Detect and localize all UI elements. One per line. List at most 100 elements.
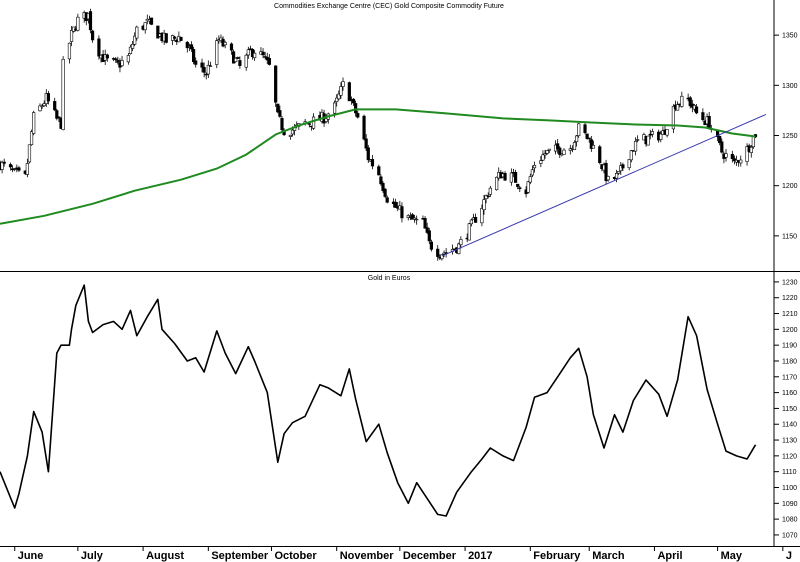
candle-body: [234, 57, 238, 62]
candle-body: [526, 181, 530, 193]
candlestick: [648, 129, 652, 140]
candlestick: [676, 101, 680, 111]
candle-body: [120, 60, 124, 67]
bottom-y-tick-label: 1180: [782, 358, 797, 365]
x-tick-label: March: [592, 550, 625, 562]
candlestick: [307, 122, 311, 128]
candle-body: [751, 136, 755, 148]
candlestick: [274, 65, 278, 108]
candle-body: [532, 165, 537, 169]
candlestick: [680, 91, 684, 108]
candle-body: [694, 106, 699, 114]
candlestick: [231, 49, 236, 64]
candle-body: [179, 36, 183, 41]
candlestick: [192, 46, 196, 65]
candle-body: [189, 44, 194, 50]
candlestick: [568, 144, 572, 155]
candle-body: [589, 139, 593, 149]
candlestick: [38, 103, 42, 112]
candle-body: [385, 197, 389, 203]
candlestick: [194, 57, 198, 68]
candle-body: [659, 133, 663, 140]
candle-body: [288, 134, 293, 137]
candlestick: [143, 22, 147, 34]
candlestick: [732, 155, 737, 165]
candlestick: [116, 56, 120, 65]
candle-body: [614, 173, 619, 179]
x-tick-label: July: [81, 550, 104, 562]
candlestick: [215, 37, 219, 69]
candlestick: [339, 82, 343, 99]
candlestick: [606, 175, 610, 182]
candle-body: [246, 49, 250, 56]
candlestick: [383, 187, 387, 199]
candle-body: [231, 51, 236, 64]
candlestick: [179, 36, 183, 41]
candlestick: [130, 40, 135, 52]
candlestick: [69, 26, 74, 47]
candle-body: [38, 105, 42, 112]
candle-body: [341, 81, 345, 87]
candlestick: [604, 159, 608, 185]
candlestick: [617, 171, 621, 175]
candle-body: [97, 38, 101, 57]
candle-body: [530, 169, 535, 176]
candlestick: [516, 183, 520, 190]
candle-body: [745, 146, 749, 162]
candle-body: [440, 254, 444, 260]
candlestick: [591, 140, 596, 149]
candlestick: [253, 50, 257, 61]
candle-body: [173, 36, 177, 39]
candle-body: [676, 104, 680, 111]
candlestick: [202, 62, 206, 78]
candle-body: [202, 67, 206, 73]
candlestick: [575, 134, 579, 147]
candle-body: [133, 35, 137, 45]
candlestick: [114, 57, 118, 63]
candlestick: [724, 149, 728, 162]
candlestick: [385, 195, 389, 204]
candle-body: [379, 176, 383, 185]
candle-body: [621, 164, 625, 169]
candlestick: [244, 53, 248, 71]
candle-body: [61, 58, 65, 130]
candlestick: [61, 56, 65, 131]
candlestick: [745, 143, 749, 166]
candle-body: [267, 58, 271, 65]
candlestick: [707, 111, 711, 130]
x-tick-label: February: [533, 550, 581, 562]
moving-average-line: [0, 108, 756, 225]
candle-body: [126, 55, 130, 63]
candle-body: [55, 110, 59, 119]
candlestick: [276, 103, 280, 114]
candle-body: [425, 227, 429, 233]
bottom-y-tick-label: 1110: [782, 469, 797, 476]
candlestick: [88, 8, 93, 34]
bottom-y-tick-label: 1230: [782, 279, 798, 286]
candlestick: [526, 180, 530, 194]
candlestick: [436, 245, 440, 261]
candle-body: [680, 95, 684, 107]
candlestick: [364, 134, 368, 152]
candlestick: [629, 149, 633, 163]
candle-body: [253, 52, 257, 59]
candlestick: [532, 161, 537, 173]
candle-body: [627, 159, 631, 169]
candle-body: [575, 135, 579, 143]
candle-body: [572, 142, 577, 151]
candlestick: [558, 146, 562, 159]
candlestick: [423, 216, 427, 229]
candle-body: [650, 131, 654, 135]
candle-body: [383, 188, 387, 197]
candlestick: [208, 61, 213, 67]
candlestick: [164, 33, 168, 44]
candlestick: [530, 165, 535, 178]
candlestick: [585, 133, 589, 140]
candlestick: [337, 90, 341, 101]
candle-body: [29, 131, 34, 146]
candlestick: [288, 134, 293, 140]
candle-body: [238, 60, 242, 67]
candlestick: [326, 112, 330, 124]
top-y-tick-label: 1150: [782, 233, 797, 240]
bottom-y-tick-label: 1120: [782, 453, 797, 460]
